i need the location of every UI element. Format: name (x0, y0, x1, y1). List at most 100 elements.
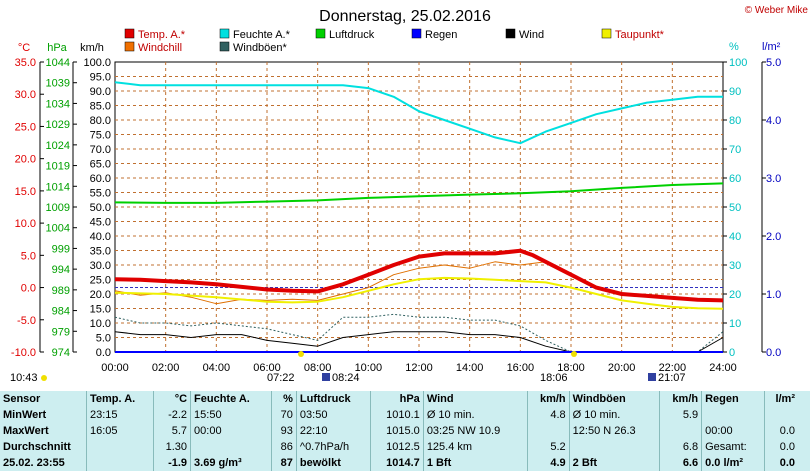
stats-cell: 00:00 (701, 423, 765, 439)
wind-tick-label: 30.0 (90, 260, 111, 272)
stats-cell: 125.4 km (422, 439, 527, 455)
stats-header-rain-unit: l/m² (763, 391, 798, 407)
humidity-tick-label: 80 (729, 115, 741, 127)
rain-tick-label: 1.0 (766, 289, 781, 301)
x-tick-label: 16:00 (507, 362, 535, 374)
temp-tick-label: 25.0 (15, 121, 36, 133)
stats-cell (190, 439, 272, 455)
stats-row-label: 25.02. 23:55 (3, 457, 65, 469)
legend-label: Temp. A.* (138, 29, 186, 41)
stats-cell: ^0.7hPa/h (295, 439, 371, 455)
stats-cell: Ø 10 min. (568, 407, 660, 423)
wind-tick-label: 40.0 (90, 231, 111, 243)
stats-cell (701, 407, 765, 423)
stats-cell: bewölkt (295, 455, 371, 471)
stats-cell: 4.9 (526, 455, 570, 471)
stats-cell (526, 423, 570, 439)
rain-tick-label: 2.0 (766, 231, 781, 243)
stats-cell: 23:15 (85, 407, 154, 423)
wind-tick-label: 25.0 (90, 275, 111, 287)
stats-cell (85, 439, 154, 455)
stats-header-press-unit: hPa (370, 391, 424, 407)
stats-cell: 03:25 NW 10.9 (422, 423, 527, 439)
pressure-tick-label: 1029 (46, 119, 70, 131)
stats-cell: 03:50 (295, 407, 371, 423)
wind-tick-label: 45.0 (90, 217, 111, 229)
temp-tick-label: 15.0 (15, 186, 36, 198)
pressure-tick-label: 1039 (46, 78, 70, 90)
stats-cell: 2 Bft (568, 455, 660, 471)
wind-tick-label: 100.0 (83, 57, 111, 69)
stats-cell: 0.0 (763, 439, 798, 455)
stats-cell: 5.7 (153, 423, 191, 439)
moonrise-icon (322, 373, 330, 381)
windchill-line (114, 261, 572, 305)
stats-cell: 70 (271, 407, 297, 423)
legend-swatch (219, 41, 230, 52)
pressure-tick-label: 1004 (46, 223, 70, 235)
stats-header-gust: Windböen (568, 391, 660, 407)
humidity-tick-label: 40 (729, 231, 741, 243)
stats-row: Durchschnitt 1.30 86 ^0.7hPa/h 1012.5 125.4 k… (0, 439, 798, 455)
rain-axis-unit: l/m² (762, 41, 781, 53)
stats-header-temp: Temp. A. (85, 391, 154, 407)
stats-cell (658, 423, 702, 439)
wind-tick-label: 35.0 (90, 246, 111, 258)
x-tick-label: 04:00 (203, 362, 231, 374)
rain-tick-label: 4.0 (766, 115, 781, 127)
dewpoint-line (114, 276, 724, 310)
legend-swatch (219, 28, 230, 39)
legend-swatch (124, 41, 135, 52)
stats-cell: 93 (271, 423, 297, 439)
stats-cell: Gesamt: (701, 439, 765, 455)
pressure-tick-label: 1019 (46, 161, 70, 173)
pressure-tick-label: 1034 (46, 98, 70, 110)
x-tick-label: 06:00 (253, 362, 281, 374)
stats-header-press: Luftdruck (295, 391, 371, 407)
stats-cell: 0.0 l/m² (701, 455, 765, 471)
wind-tick-label: 15.0 (90, 304, 111, 316)
stats-row: MinWert 23:15 -2.2 15:50 70 03:50 1010.1 Ø 10 m… (0, 407, 798, 423)
wind-tick-label: 5.0 (96, 333, 111, 345)
sunrise-sun-icon (298, 351, 304, 357)
stats-cell: 00:00 (190, 423, 272, 439)
stats-header-row: Sensor Temp. A. °C Feuchte A. % Luftdruc… (0, 391, 798, 407)
wind-tick-label: 90.0 (90, 86, 111, 98)
wind-tick-label: 65.0 (90, 159, 111, 171)
stats-row: MaxWert 16:05 5.7 00:00 93 22:10 1015.0 03:25 N… (0, 423, 798, 439)
wind-tick-label: 10.0 (90, 318, 111, 330)
legend-label: Taupunkt* (615, 29, 665, 41)
x-tick-label: 10:00 (355, 362, 383, 374)
humidity-tick-label: 10 (729, 318, 741, 330)
pressure-tick-label: 1014 (46, 181, 70, 193)
temp-tick-label: -10.0 (11, 347, 36, 359)
humidity-tick-label: 30 (729, 260, 741, 272)
wind-tick-label: 85.0 (90, 101, 111, 113)
stats-row: 25.02. 23:55 -1.9 3.69 g/m³ 87 bewölkt 1014.7… (0, 455, 798, 471)
humidity-tick-label: 20 (729, 289, 741, 301)
temp-tick-label: 35.0 (15, 57, 36, 69)
sunset-label: 18:06 (540, 372, 568, 384)
legend-swatch (505, 28, 516, 39)
temperature-line (114, 248, 724, 303)
stats-cell: Ø 10 min. (422, 407, 527, 423)
sunrise-label: 07:22 (267, 372, 295, 384)
wind-tick-label: 60.0 (90, 173, 111, 185)
stats-cell (85, 455, 154, 471)
x-tick-label: 12:00 (405, 362, 433, 374)
pressure-tick-label: 974 (52, 347, 70, 359)
humidity-axis-unit: % (729, 41, 739, 53)
x-tick-label: 18:00 (557, 362, 585, 374)
legend-swatch (315, 28, 326, 39)
legend-label: Luftdruck (329, 29, 375, 41)
stats-header-wind: Wind (422, 391, 527, 407)
stats-cell: 15:50 (190, 407, 272, 423)
stats-row-label: MinWert (3, 409, 47, 421)
humidity-tick-label: 70 (729, 144, 741, 156)
legend-swatch (411, 28, 422, 39)
stats-cell: 5.9 (658, 407, 702, 423)
humidity-tick-label: 0 (729, 347, 735, 359)
stats-row-label: MaxWert (3, 425, 49, 437)
pressure-tick-label: 1009 (46, 202, 70, 214)
stats-table: Sensor Temp. A. °C Feuchte A. % Luftdruc… (0, 391, 810, 471)
